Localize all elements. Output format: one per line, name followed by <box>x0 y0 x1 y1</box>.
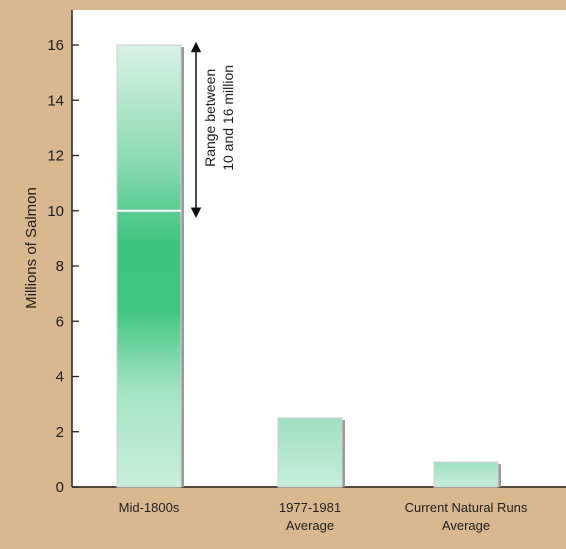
annotation-line-1: Range between <box>202 69 218 167</box>
x-category-label: 1977-1981 <box>279 500 341 515</box>
y-tick-label: 8 <box>56 258 64 275</box>
y-tick-label: 2 <box>56 424 64 441</box>
y-tick-label: 16 <box>47 37 64 54</box>
y-axis-label: Millions of Salmon <box>23 187 40 309</box>
bar-1 <box>277 417 343 488</box>
y-tick-label: 12 <box>47 148 64 165</box>
x-category-sublabel: Average <box>286 518 334 533</box>
y-tick-label: 6 <box>56 313 64 330</box>
bar-2 <box>433 461 499 488</box>
y-tick-label: 14 <box>47 92 64 109</box>
annotation-line-2: 10 and 16 million <box>220 65 236 171</box>
x-category-label: Mid-1800s <box>119 500 180 515</box>
x-category-label: Current Natural Runs <box>405 500 528 515</box>
y-tick-label: 4 <box>56 369 64 386</box>
range-annotation: Range between 10 and 16 million <box>202 65 236 171</box>
x-category-sublabel: Average <box>442 518 490 533</box>
y-tick-label: 10 <box>47 203 64 220</box>
bar-0 <box>116 44 182 488</box>
y-tick-label: 0 <box>56 479 64 496</box>
